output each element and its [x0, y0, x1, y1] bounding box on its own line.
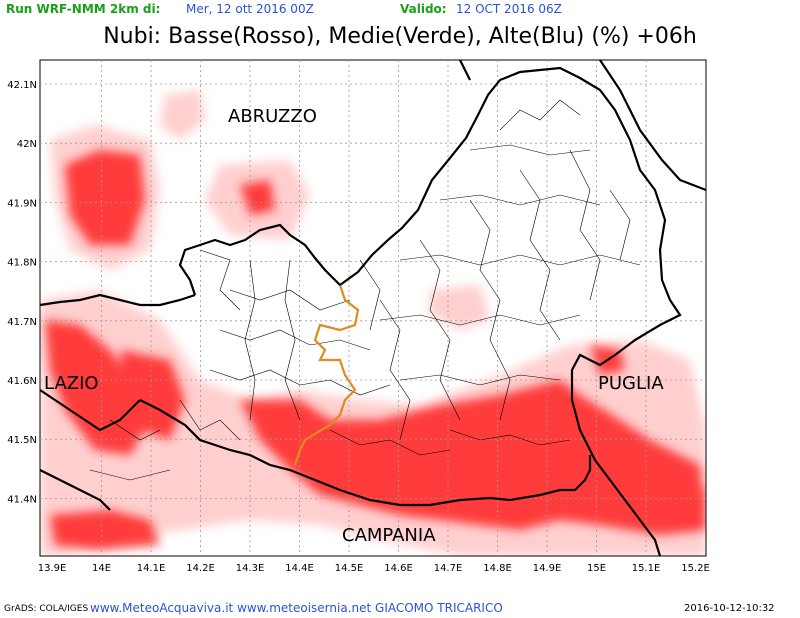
- generation-timestamp: 2016-10-12-10:32: [684, 603, 775, 614]
- run-date: Mer, 12 ott 2016 00Z: [186, 2, 314, 16]
- plot-frame: [39, 59, 707, 557]
- province-border: [293, 284, 360, 466]
- lon-tick-label: 14.3E: [236, 563, 265, 574]
- valid-label: Valido:: [400, 2, 447, 16]
- lon-tick-label: 13.9E: [38, 563, 67, 574]
- lon-tick-label: 14.4E: [285, 563, 314, 574]
- lat-tick-label: 42.1N: [7, 80, 37, 91]
- lon-tick-label: 15E: [587, 563, 606, 574]
- run-label: Run WRF-NMM 2km di:: [6, 2, 161, 16]
- lat-tick-label: 41.9N: [7, 198, 37, 209]
- region-label-puglia: PUGLIA: [598, 373, 664, 394]
- region-label-abruzzo: ABRUZZO: [228, 106, 317, 127]
- lon-tick-label: 14.1E: [137, 563, 166, 574]
- lat-tick-label: 41.5N: [7, 435, 37, 446]
- source-credits: www.MeteoAcquaviva.it www.meteoisernia.n…: [90, 601, 503, 615]
- lat-tick-label: 41.6N: [7, 376, 37, 387]
- municipal-boundaries: [89, 99, 641, 481]
- lon-tick-label: 14.5E: [335, 563, 364, 574]
- region-label-campania: CAMPANIA: [342, 525, 436, 546]
- lon-tick-label: 14.8E: [483, 563, 512, 574]
- lat-tick-label: 41.8N: [7, 258, 37, 269]
- software-credit: GrADS: COLA/IGES: [4, 604, 89, 614]
- lat-tick-label: 42N: [17, 139, 37, 150]
- valid-date: 12 OCT 2016 06Z: [456, 2, 562, 16]
- lat-tick-label: 41.4N: [7, 494, 37, 505]
- region-boundaries: [39, 59, 707, 557]
- lon-tick-label: 14.9E: [533, 563, 562, 574]
- region-label-lazio: LAZIO: [44, 373, 99, 394]
- lon-tick-label: 14.6E: [384, 563, 413, 574]
- lat-tick-label: 41.7N: [7, 317, 37, 328]
- lon-tick-label: 14.7E: [434, 563, 463, 574]
- graticule: [40, 60, 706, 556]
- lon-tick-label: 15.1E: [632, 563, 661, 574]
- lon-tick-label: 15.2E: [681, 563, 710, 574]
- lon-tick-label: 14E: [92, 563, 111, 574]
- low-cloud-field: [40, 90, 706, 556]
- lon-tick-label: 14.2E: [186, 563, 215, 574]
- map-title: Nubi: Basse(Rosso), Medie(Verde), Alte(B…: [103, 24, 697, 49]
